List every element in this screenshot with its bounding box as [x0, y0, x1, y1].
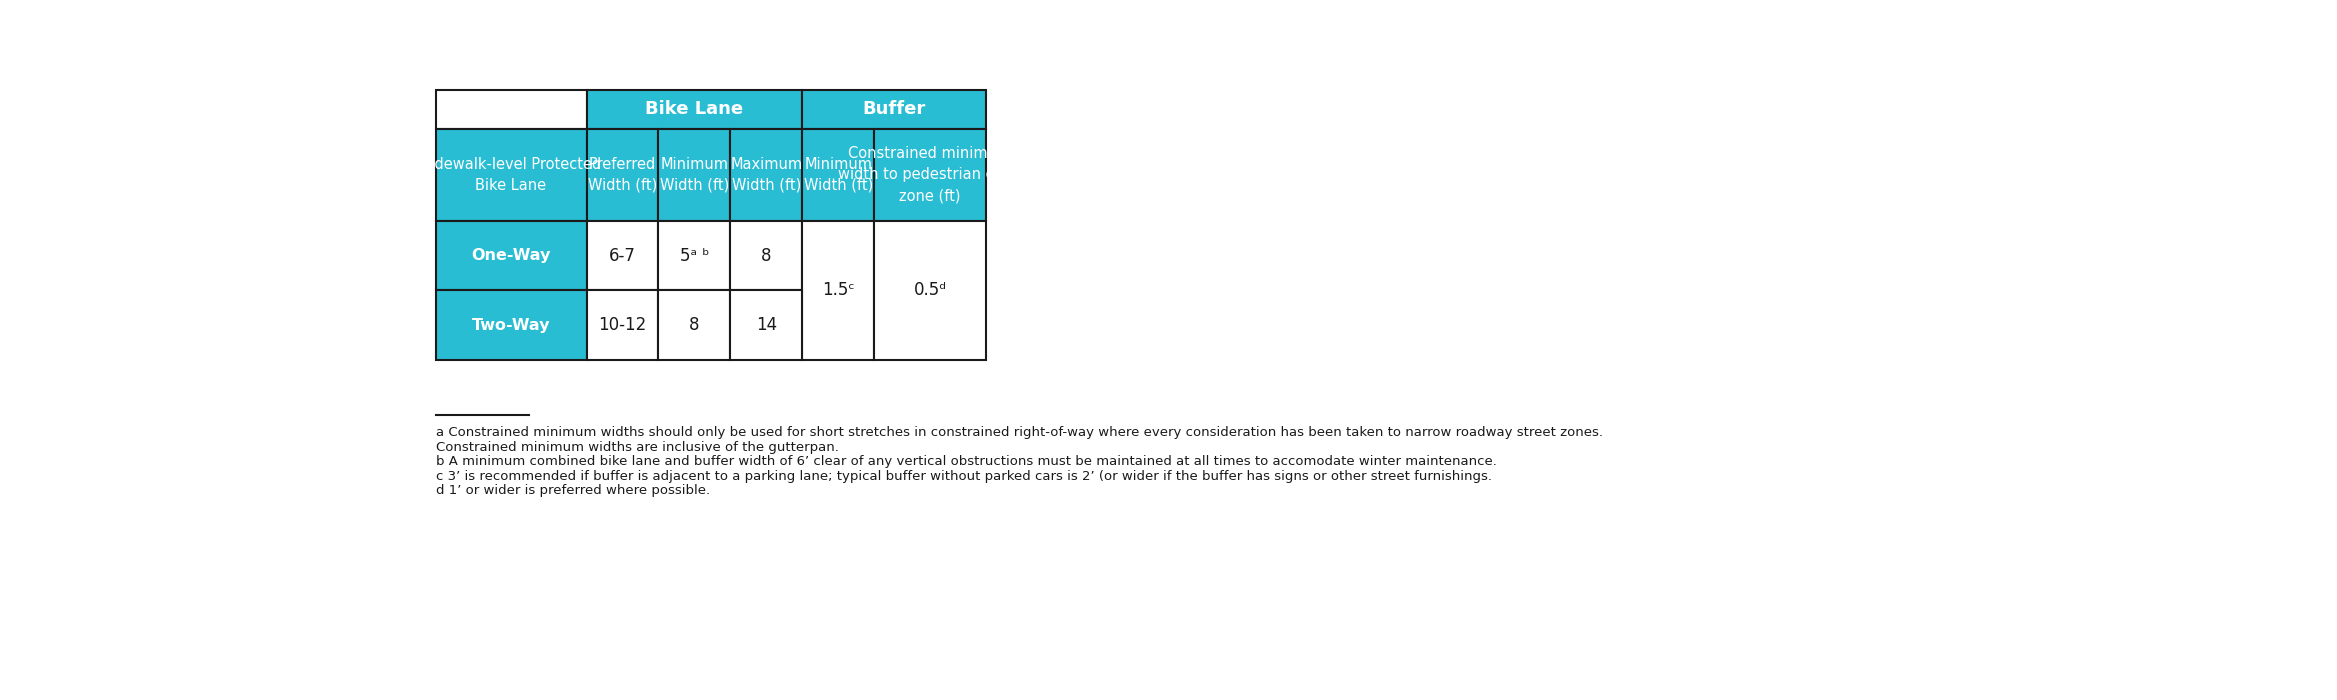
- Text: 10-12: 10-12: [598, 316, 647, 334]
- Text: 8: 8: [689, 316, 699, 334]
- Bar: [802, 90, 986, 129]
- Bar: [587, 221, 659, 290]
- Text: a Constrained minimum widths should only be used for short stretches in constrai: a Constrained minimum widths should only…: [435, 426, 1603, 439]
- Text: Minimum
Width (ft): Minimum Width (ft): [804, 157, 874, 193]
- Bar: [874, 221, 986, 360]
- Text: c 3’ is recommended if buffer is adjacent to a parking lane; typical buffer with: c 3’ is recommended if buffer is adjacen…: [435, 470, 1491, 483]
- Text: Bike Lane: Bike Lane: [645, 100, 743, 118]
- Text: 0.5ᵈ: 0.5ᵈ: [914, 281, 946, 300]
- Text: Constrained minimum
width to pedestrian clear
zone (ft): Constrained minimum width to pedestrian …: [839, 146, 1021, 204]
- Text: 5ᵃ ᵇ: 5ᵃ ᵇ: [680, 246, 708, 265]
- Text: Buffer: Buffer: [862, 100, 925, 118]
- Text: Maximum
Width (ft): Maximum Width (ft): [729, 157, 802, 193]
- Text: b A minimum combined bike lane and buffer width of 6’ clear of any vertical obst: b A minimum combined bike lane and buffe…: [435, 455, 1496, 468]
- Bar: [435, 221, 587, 290]
- Bar: [659, 221, 731, 290]
- Text: Minimum
Width (ft): Minimum Width (ft): [659, 157, 729, 193]
- Text: One-Way: One-Way: [472, 248, 552, 263]
- Bar: [731, 129, 802, 221]
- Bar: [587, 90, 802, 129]
- Bar: [435, 290, 587, 360]
- Text: Constrained minimum widths are inclusive of the gutterpan.: Constrained minimum widths are inclusive…: [435, 440, 839, 454]
- Text: 1.5ᶜ: 1.5ᶜ: [823, 281, 855, 300]
- Bar: [587, 290, 659, 360]
- Text: 8: 8: [762, 246, 771, 265]
- Bar: [659, 290, 731, 360]
- Bar: [874, 129, 986, 221]
- Bar: [435, 90, 587, 129]
- Bar: [435, 129, 587, 221]
- Bar: [587, 129, 659, 221]
- Bar: [802, 221, 874, 360]
- Text: Two-Way: Two-Way: [472, 318, 549, 332]
- Bar: [659, 129, 731, 221]
- Bar: [802, 129, 874, 221]
- Text: 6-7: 6-7: [610, 246, 636, 265]
- Bar: [731, 290, 802, 360]
- Text: 14: 14: [755, 316, 776, 334]
- Bar: [731, 221, 802, 290]
- Text: d 1’ or wider is preferred where possible.: d 1’ or wider is preferred where possibl…: [435, 484, 710, 498]
- Text: Sidewalk-level Protected
Bike Lane: Sidewalk-level Protected Bike Lane: [421, 157, 601, 193]
- Text: Preferred
Width (ft): Preferred Width (ft): [589, 157, 657, 193]
